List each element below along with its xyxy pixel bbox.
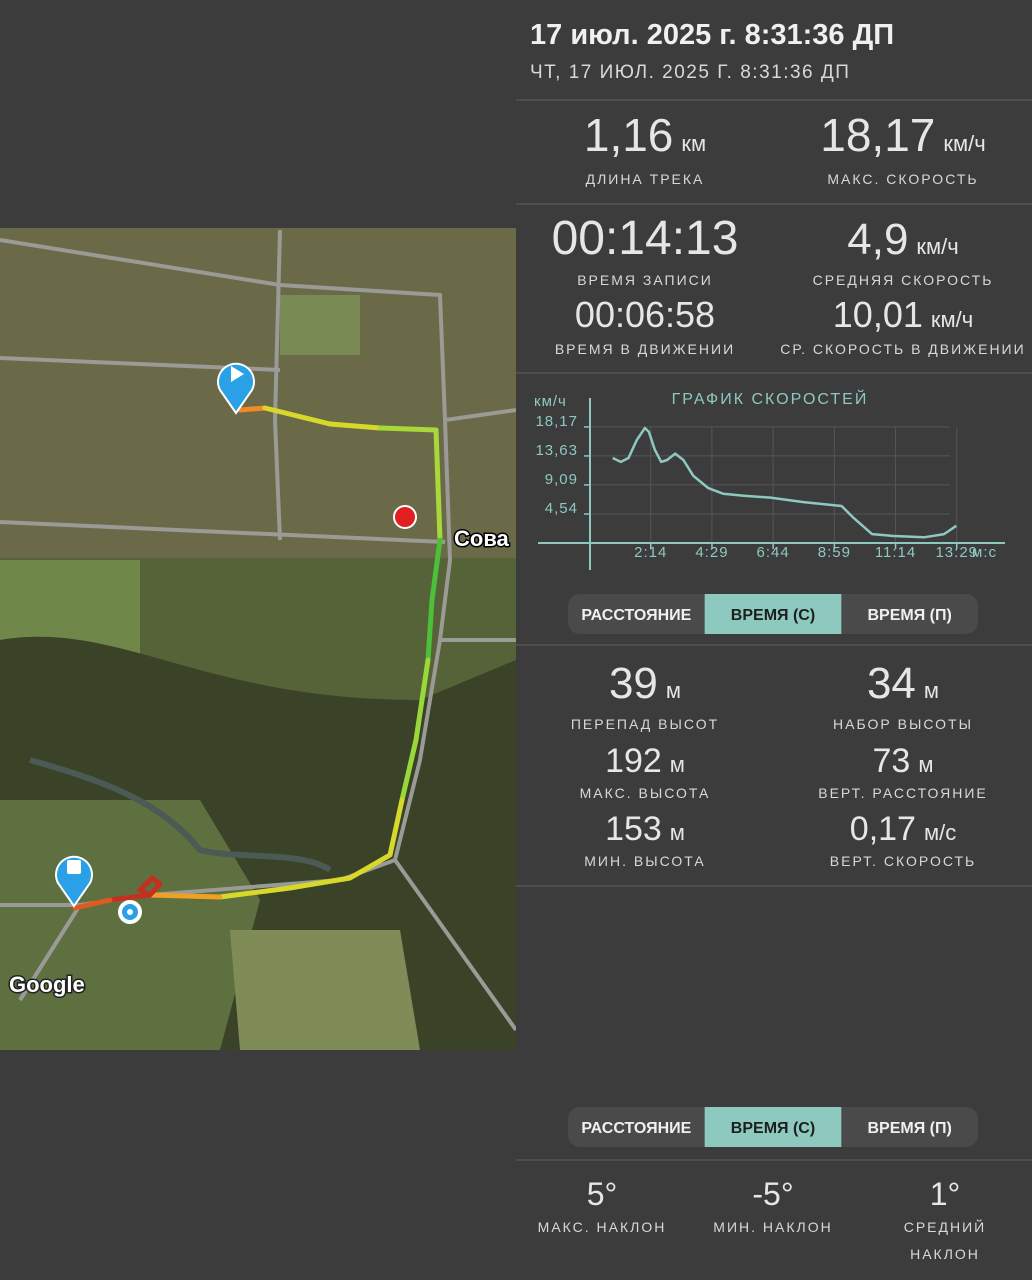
stat-value: 4,9 км/ч [847, 215, 959, 264]
start-pin[interactable] [217, 362, 255, 415]
value: 1,16 [584, 109, 674, 161]
y-tick-label: 13,63 [535, 442, 578, 459]
value: 18,17 [820, 109, 935, 161]
x-unit: м:с [972, 544, 997, 561]
stat-value: -5° [752, 1176, 793, 1212]
unit: м [670, 752, 685, 777]
y-tick-label: 4,54 [545, 500, 578, 517]
stat-label: ВЕРТ. РАССТОЯНИЕ [818, 785, 987, 801]
unit: км/ч [943, 131, 985, 156]
field [280, 295, 360, 355]
stat-label: МАКС. СКОРОСТЬ [827, 171, 978, 187]
tab-label[interactable]: РАССТОЯНИЕ [581, 1120, 691, 1137]
unit: м/с [924, 820, 956, 845]
value: 34 [867, 659, 916, 708]
tab-selected [704, 594, 842, 634]
stat-label: МАКС. ВЫСОТА [580, 785, 711, 801]
unit: м [670, 820, 685, 845]
field [230, 930, 420, 1050]
stat-label: МИН. ВЫСОТА [584, 853, 705, 869]
stat-value: 34 м [867, 659, 939, 708]
stat-label: ВЕРТ. СКОРОСТЬ [830, 853, 976, 869]
place-label: Сова [454, 526, 510, 551]
unit: м [666, 678, 681, 703]
map-attribution: Google [9, 972, 85, 997]
stat-label: СРЕДНЯЯ СКОРОСТЬ [813, 272, 994, 288]
value: 0,17 [850, 810, 916, 848]
river [29, 757, 332, 873]
label-line: СРЕДНИЙ [904, 1218, 987, 1235]
stat-label: ВРЕМЯ В ДВИЖЕНИИ [555, 341, 735, 357]
x-tick-label: 6:44 [757, 544, 790, 561]
value: 5° [587, 1176, 618, 1212]
value: 00:14:13 [552, 212, 739, 265]
x-tick-label: 4:29 [695, 544, 728, 561]
unit: м [918, 752, 933, 777]
stat-value: 192 м [605, 742, 685, 780]
stat-value: 1° [930, 1176, 961, 1212]
value: 153 [605, 810, 662, 848]
stat-label: ПЕРЕПАД ВЫСОТ [571, 716, 719, 732]
tab-label[interactable]: ВРЕМЯ (П) [868, 607, 952, 624]
waypoint[interactable] [393, 505, 417, 529]
y-tick-label: 9,09 [545, 471, 578, 488]
stat-value: 1,16 км [584, 109, 706, 161]
unit: км [681, 131, 706, 156]
tab-label[interactable]: РАССТОЯНИЕ [581, 607, 691, 624]
field [0, 800, 260, 1050]
header-subtitle: ЧТ, 17 ИЮЛ. 2025 Г. 8:31:36 ДП [530, 62, 850, 83]
track [72, 405, 443, 911]
label-line: НАКЛОН [910, 1246, 980, 1262]
value: 4,9 [847, 215, 908, 264]
current-location [118, 900, 142, 924]
value: 73 [873, 742, 911, 780]
speed-line [612, 426, 958, 539]
stat-value: 0,17 м/с [850, 810, 956, 848]
panel [516, 0, 1032, 1280]
stat-label: СРЕДНИЙ НАКЛОН [904, 1218, 987, 1262]
y-unit: км/ч [534, 393, 567, 410]
map[interactable]: Сова Google [0, 228, 518, 1050]
stat-label: ДЛИНА ТРЕКА [586, 171, 705, 187]
x-tick-label: 8:59 [818, 544, 851, 561]
header-title: 17 июл. 2025 г. 8:31:36 ДП [530, 19, 894, 51]
chart-title: ГРАФИК СКОРОСТЕЙ [672, 389, 869, 408]
x-tick-label: 2:14 [634, 544, 667, 561]
stat-label: СР. СКОРОСТЬ В ДВИЖЕНИИ [780, 341, 1025, 357]
tab-label[interactable]: ВРЕМЯ (С) [731, 607, 815, 624]
stat-label: МАКС. НАКЛОН [538, 1219, 667, 1235]
value: 10,01 [833, 294, 923, 335]
tab-label[interactable]: ВРЕМЯ (С) [731, 1120, 815, 1137]
stat-label: МИН. НАКЛОН [713, 1219, 832, 1235]
stat-value: 5° [587, 1176, 618, 1212]
unit: км/ч [916, 234, 958, 259]
stat-value: 00:14:13 [552, 212, 739, 265]
stat-label: ВРЕМЯ ЗАПИСИ [577, 272, 713, 288]
value: 192 [605, 742, 662, 780]
stat-value: 73 м [873, 742, 934, 780]
value: 00:06:58 [575, 294, 715, 335]
stat-value: 39 м [609, 659, 681, 708]
stat-value: 10,01 км/ч [833, 294, 973, 335]
value: 1° [930, 1176, 961, 1212]
stat-value: 00:06:58 [575, 294, 715, 335]
unit: м [924, 678, 939, 703]
value: 39 [609, 659, 658, 708]
x-tick-label: 13:29 [935, 544, 978, 561]
end-pin[interactable] [55, 855, 93, 908]
unit: км/ч [931, 307, 973, 332]
value: -5° [752, 1176, 793, 1212]
y-tick-label: 18,17 [535, 413, 578, 430]
tab-selected [704, 1107, 842, 1147]
stat-label: НАБОР ВЫСОТЫ [833, 716, 973, 732]
stat-value: 153 м [605, 810, 685, 848]
x-tick-label: 11:14 [875, 544, 916, 561]
tab-label[interactable]: ВРЕМЯ (П) [868, 1120, 952, 1137]
stat-value: 18,17 км/ч [820, 109, 985, 161]
